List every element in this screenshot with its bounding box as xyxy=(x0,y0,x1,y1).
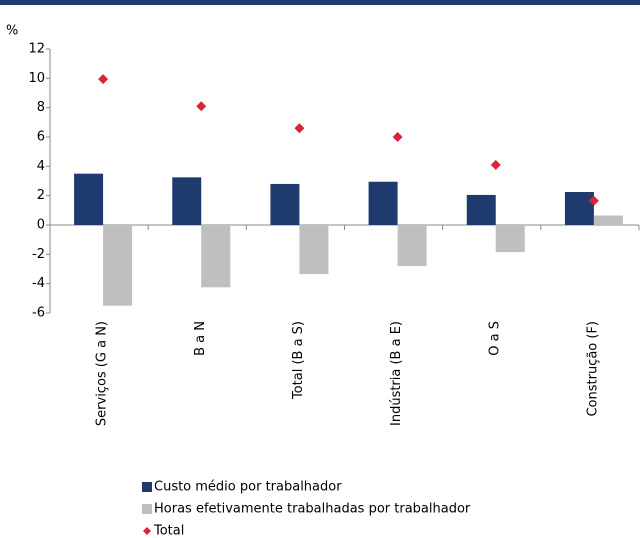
bar xyxy=(368,181,398,225)
point xyxy=(490,159,501,170)
point xyxy=(392,132,403,142)
bar xyxy=(397,225,427,267)
bar xyxy=(299,225,329,275)
legend-swatch xyxy=(142,504,152,514)
point xyxy=(98,74,109,85)
bar xyxy=(172,177,202,225)
y-tick-label: -4 xyxy=(32,276,45,291)
legend-swatch xyxy=(143,527,151,535)
x-tick-label: B a N xyxy=(193,321,208,356)
x-tick-label: Indústria (B a E) xyxy=(389,321,404,426)
point xyxy=(294,123,305,134)
y-tick-label: 10 xyxy=(28,71,45,86)
bar xyxy=(270,183,300,225)
x-tick-label: Construção (F) xyxy=(585,321,600,417)
bar xyxy=(74,173,104,225)
bar xyxy=(495,225,525,253)
y-tick-label: 8 xyxy=(37,100,45,115)
x-tick-label: O a S xyxy=(487,321,502,356)
x-tick-label: Total (B a S) xyxy=(291,321,306,400)
legend-label: Custo médio por trabalhador xyxy=(154,480,342,495)
point xyxy=(196,101,207,112)
bar xyxy=(564,192,594,225)
bar xyxy=(593,215,623,225)
legend-label: Total xyxy=(153,524,184,538)
y-tick-label: -2 xyxy=(32,247,45,262)
y-tick-label: 4 xyxy=(37,159,45,174)
x-tick-label: Serviços (G a N) xyxy=(95,321,110,426)
y-tick-label: -6 xyxy=(32,306,45,321)
bar xyxy=(466,194,496,225)
bar xyxy=(103,225,133,306)
legend-swatch xyxy=(142,482,152,492)
y-tick-label: 6 xyxy=(37,130,45,145)
top-band xyxy=(0,0,640,5)
y-tick-label: 12 xyxy=(28,42,45,57)
point xyxy=(588,195,599,206)
bar xyxy=(201,225,231,288)
y-unit-label: % xyxy=(6,24,18,39)
legend-label: Horas efetivamente trabalhadas por traba… xyxy=(154,502,471,517)
y-tick-label: 0 xyxy=(37,218,45,233)
y-tick-label: 2 xyxy=(37,188,45,203)
